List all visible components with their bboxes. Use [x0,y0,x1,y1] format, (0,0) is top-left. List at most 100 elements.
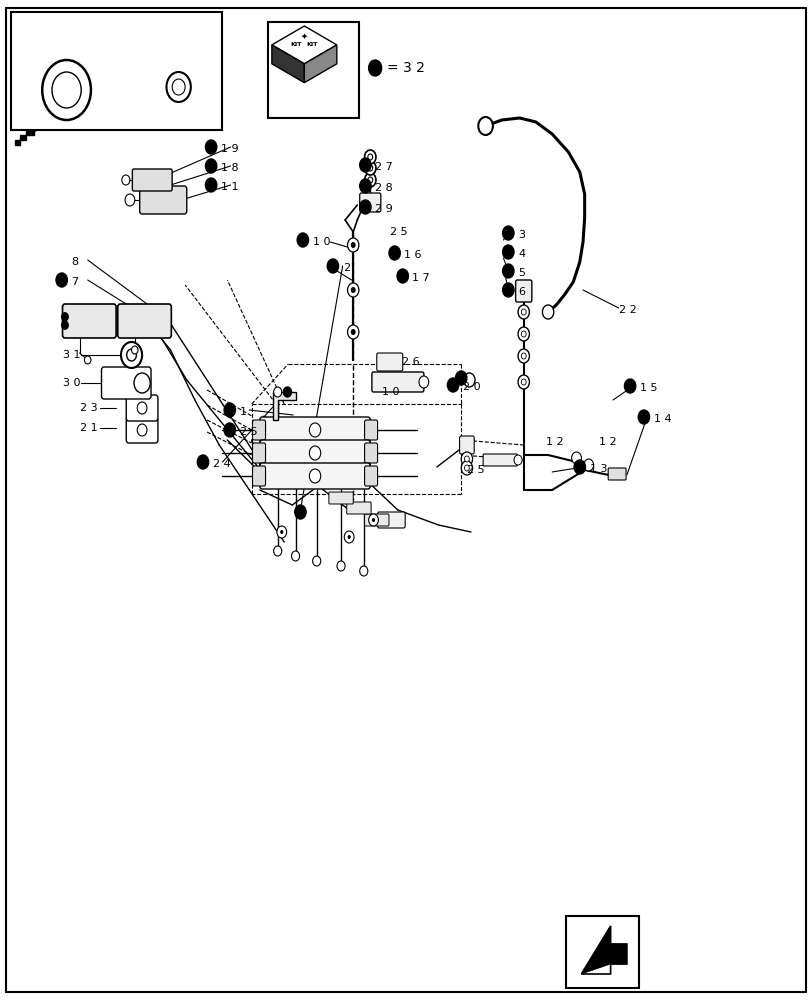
Circle shape [521,309,526,315]
FancyBboxPatch shape [252,443,265,463]
Text: 2 2: 2 2 [618,305,636,315]
Circle shape [273,546,281,556]
FancyBboxPatch shape [459,436,474,454]
Polygon shape [272,45,304,83]
Bar [268,22,358,118]
Circle shape [573,460,585,474]
Text: 2 5: 2 5 [466,465,484,475]
Circle shape [347,283,358,297]
Circle shape [367,154,372,160]
Text: 1 1: 1 1 [221,182,238,192]
Text: = 3 2: = 3 2 [387,61,425,75]
Circle shape [125,194,135,206]
Text: 1 2: 1 2 [599,437,616,447]
Polygon shape [272,392,295,420]
Circle shape [277,526,286,538]
Circle shape [367,165,372,171]
Circle shape [283,387,291,397]
Text: 1 0: 1 0 [381,387,399,397]
Circle shape [205,178,217,192]
Circle shape [542,305,553,319]
Circle shape [350,329,355,335]
Bar [11,12,221,130]
FancyBboxPatch shape [483,454,517,466]
Text: 2 6: 2 6 [401,357,419,367]
Text: 1 4: 1 4 [653,414,671,424]
Polygon shape [304,45,337,83]
FancyBboxPatch shape [126,417,157,443]
Circle shape [62,321,68,329]
FancyBboxPatch shape [364,466,377,486]
Text: 1 8: 1 8 [221,163,238,173]
FancyBboxPatch shape [346,502,371,514]
Circle shape [397,269,408,283]
Circle shape [521,353,526,359]
Circle shape [517,305,529,319]
FancyBboxPatch shape [62,304,116,338]
Circle shape [461,461,472,475]
Circle shape [364,173,375,187]
FancyBboxPatch shape [260,463,370,489]
Circle shape [521,331,526,337]
Circle shape [571,452,581,464]
Circle shape [205,140,217,154]
Circle shape [309,446,320,460]
Circle shape [52,72,81,108]
Circle shape [521,379,526,385]
Circle shape [280,530,283,534]
Circle shape [350,287,355,293]
Circle shape [637,410,649,424]
Circle shape [347,325,358,339]
FancyBboxPatch shape [252,466,265,486]
Circle shape [127,349,136,361]
Circle shape [224,403,235,417]
Circle shape [359,179,371,193]
FancyBboxPatch shape [101,367,151,399]
Text: 2: 2 [342,263,350,273]
Circle shape [134,373,150,393]
Circle shape [624,379,635,393]
Circle shape [294,505,306,519]
Text: 8: 8 [71,257,79,267]
FancyBboxPatch shape [260,417,370,443]
Circle shape [502,245,513,259]
FancyBboxPatch shape [260,440,370,466]
Text: 1: 1 [239,407,247,417]
Text: KIT: KIT [307,42,318,47]
Text: 7: 7 [71,277,79,287]
Circle shape [205,159,217,173]
Circle shape [447,378,458,392]
Text: 2 9: 2 9 [375,204,393,214]
Circle shape [455,371,466,385]
Circle shape [478,117,492,135]
Circle shape [327,259,338,273]
Text: 4: 4 [517,249,525,259]
Circle shape [197,455,208,469]
Circle shape [312,556,320,566]
Circle shape [513,455,521,465]
Circle shape [84,356,91,364]
FancyBboxPatch shape [139,186,187,214]
FancyBboxPatch shape [364,514,388,526]
Circle shape [359,158,371,172]
Circle shape [368,60,381,76]
Text: 3 0: 3 0 [63,378,81,388]
Circle shape [502,226,513,240]
Circle shape [172,79,185,95]
Text: ✦: ✦ [300,32,307,41]
Circle shape [347,535,350,539]
Circle shape [517,375,529,389]
Polygon shape [581,926,626,974]
Text: 2 8: 2 8 [375,183,393,193]
Circle shape [121,342,142,368]
Circle shape [347,238,358,252]
Circle shape [517,349,529,363]
Text: 3 1: 3 1 [63,350,81,360]
Circle shape [368,514,378,526]
Circle shape [371,518,375,522]
Circle shape [337,561,345,571]
Circle shape [56,273,67,287]
FancyBboxPatch shape [252,420,265,440]
Bar [565,916,638,988]
Polygon shape [15,130,34,145]
